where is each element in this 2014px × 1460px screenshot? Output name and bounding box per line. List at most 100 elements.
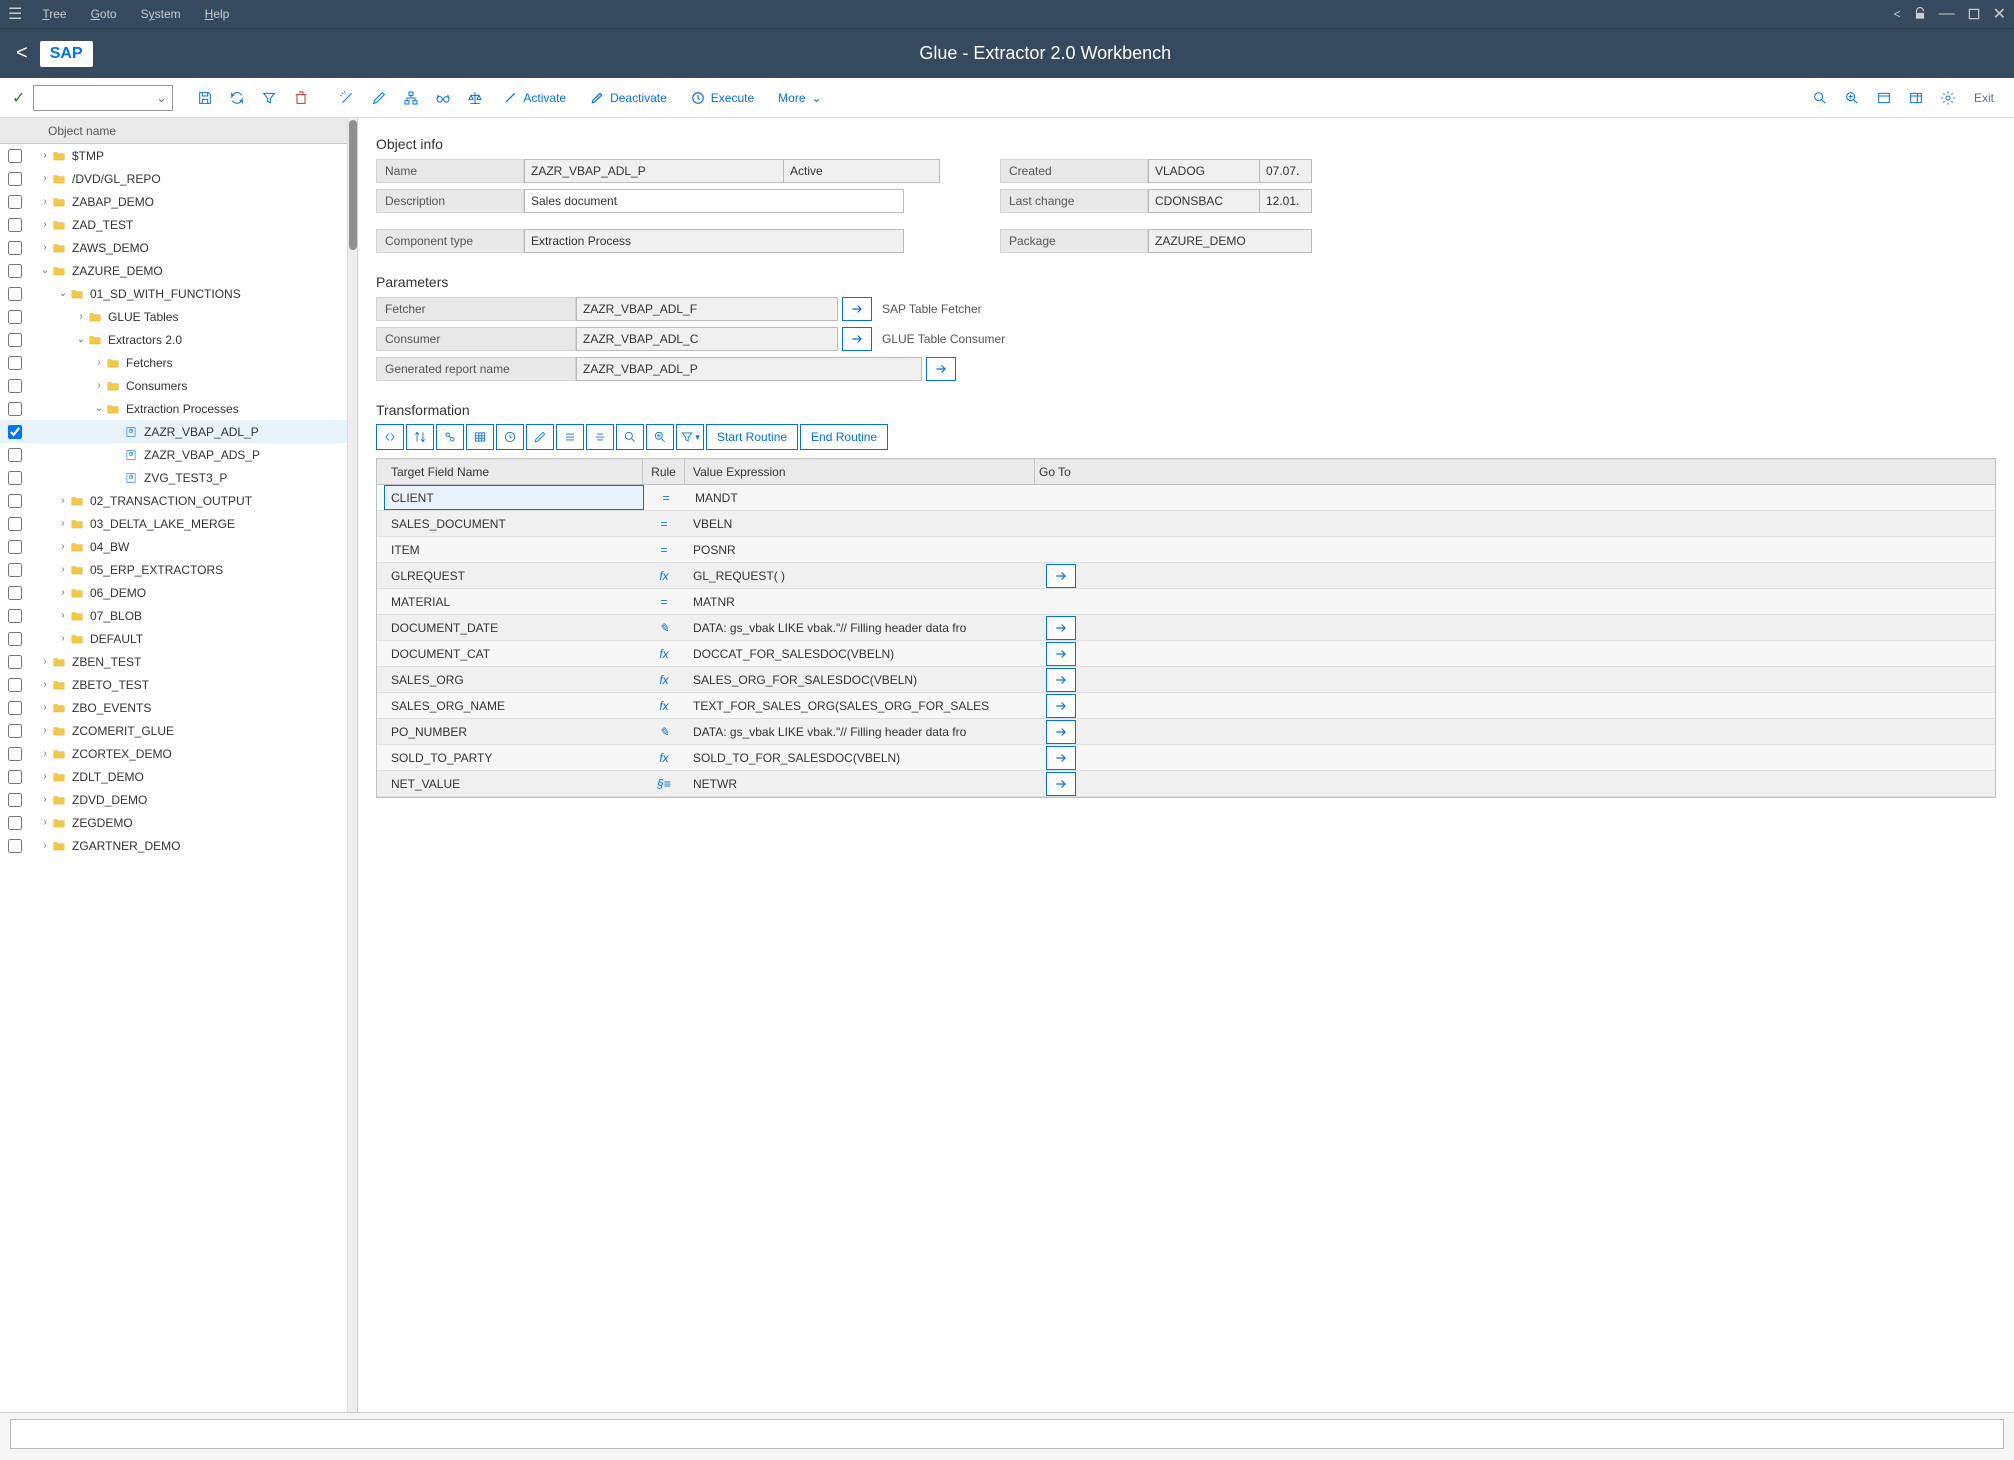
tree-checkbox[interactable] — [8, 448, 22, 462]
tree-folder[interactable]: ⌄ 01_SD_WITH_FUNCTIONS — [0, 282, 347, 305]
tree-folder[interactable]: › ZEGDEMO — [0, 811, 347, 834]
start-routine-button[interactable]: Start Routine — [706, 424, 798, 450]
tree-toggle-icon[interactable]: › — [56, 587, 70, 598]
tree-item[interactable]: ZAZR_VBAP_ADL_P — [0, 420, 347, 443]
trans-sort-icon[interactable] — [406, 424, 434, 450]
tree-toggle-icon[interactable]: › — [74, 311, 88, 322]
trans-search-icon[interactable] — [616, 424, 644, 450]
tree-checkbox[interactable] — [8, 379, 22, 393]
goto-button[interactable] — [1046, 642, 1076, 666]
trans-centerlines-icon[interactable] — [586, 424, 614, 450]
tree-toggle-icon[interactable]: › — [92, 380, 106, 391]
goto-button[interactable] — [1046, 668, 1076, 692]
search-icon[interactable] — [1806, 84, 1834, 112]
trans-row[interactable]: GLREQUEST fx GL_REQUEST( ) — [377, 563, 1995, 589]
deactivate-button[interactable]: Deactivate — [580, 84, 677, 112]
tree-checkbox[interactable] — [8, 609, 22, 623]
tree-folder[interactable]: › /DVD/GL_REPO — [0, 167, 347, 190]
tree-folder[interactable]: › 07_BLOB — [0, 604, 347, 627]
tree-item[interactable]: ZVG_TEST3_P — [0, 466, 347, 489]
cell-rule[interactable]: fx — [643, 699, 685, 713]
cell-target[interactable]: DOCUMENT_CAT — [383, 641, 643, 666]
cell-rule[interactable]: = — [643, 517, 685, 531]
menu-goto[interactable]: Goto — [79, 7, 129, 21]
minimize-icon[interactable]: — — [1939, 5, 1955, 23]
col-rule[interactable]: Rule — [643, 459, 685, 484]
cell-target[interactable]: SALES_DOCUMENT — [383, 511, 643, 536]
tree-folder[interactable]: › 02_TRANSACTION_OUTPUT — [0, 489, 347, 512]
tree-checkbox[interactable] — [8, 402, 22, 416]
window-icon[interactable] — [1870, 84, 1898, 112]
trans-row[interactable]: SOLD_TO_PARTY fx SOLD_TO_FOR_SALESDOC(VB… — [377, 745, 1995, 771]
tree-folder[interactable]: ⌄ ZAZURE_DEMO — [0, 259, 347, 282]
tree-folder[interactable]: › Fetchers — [0, 351, 347, 374]
cell-target[interactable]: CLIENT — [384, 485, 644, 510]
hierarchy-icon[interactable] — [397, 84, 425, 112]
tree-checkbox[interactable] — [8, 839, 22, 853]
tree-toggle-icon[interactable]: › — [56, 564, 70, 575]
tree-toggle-icon[interactable]: ⌄ — [38, 265, 52, 276]
check-icon[interactable]: ✓ — [12, 88, 25, 108]
tree-toggle-icon[interactable]: › — [38, 196, 52, 207]
tree-folder[interactable]: › ZDLT_DEMO — [0, 765, 347, 788]
maximize-icon[interactable] — [1967, 7, 1981, 21]
trans-clock-icon[interactable] — [496, 424, 524, 450]
cell-rule[interactable]: fx — [643, 647, 685, 661]
tree-toggle-icon[interactable]: › — [38, 748, 52, 759]
tree-checkbox[interactable] — [8, 678, 22, 692]
tree-folder[interactable]: › ZBO_EVENTS — [0, 696, 347, 719]
cell-rule[interactable]: ✎ — [643, 621, 685, 635]
close-icon[interactable]: ✕ — [1993, 4, 2006, 24]
tree-checkbox[interactable] — [8, 471, 22, 485]
cell-rule[interactable]: = — [643, 595, 685, 609]
trans-row[interactable]: DOCUMENT_DATE ✎ DATA: gs_vbak LIKE vbak.… — [377, 615, 1995, 641]
tree-checkbox[interactable] — [8, 149, 22, 163]
tree-folder[interactable]: ⌄ Extraction Processes — [0, 397, 347, 420]
tree-folder[interactable]: › 03_DELTA_LAKE_MERGE — [0, 512, 347, 535]
search-plus-icon[interactable] — [1838, 84, 1866, 112]
cell-rule[interactable]: = — [643, 543, 685, 557]
trans-table-icon[interactable] — [466, 424, 494, 450]
report-nav-button[interactable] — [926, 357, 956, 381]
trans-row[interactable]: MATERIAL = MATNR — [377, 589, 1995, 615]
tree-toggle-icon[interactable]: › — [56, 610, 70, 621]
cell-target[interactable]: MATERIAL — [383, 589, 643, 614]
trans-row[interactable]: DOCUMENT_CAT fx DOCCAT_FOR_SALESDOC(VBEL… — [377, 641, 1995, 667]
consumer-nav-button[interactable] — [842, 327, 872, 351]
tree-toggle-icon[interactable]: › — [56, 633, 70, 644]
tree-checkbox[interactable] — [8, 586, 22, 600]
exit-button[interactable]: Exit — [1966, 91, 2002, 105]
tree-toggle-icon[interactable]: › — [38, 702, 52, 713]
tree-checkbox[interactable] — [8, 172, 22, 186]
tree-checkbox[interactable] — [8, 425, 22, 439]
hamburger-icon[interactable]: ☰ — [8, 4, 22, 24]
refresh-icon[interactable] — [223, 84, 251, 112]
col-value[interactable]: Value Expression — [685, 459, 1035, 484]
tree-checkbox[interactable] — [8, 218, 22, 232]
trans-row[interactable]: SALES_ORG fx SALES_ORG_FOR_SALESDOC(VBEL… — [377, 667, 1995, 693]
tree-toggle-icon[interactable]: › — [38, 679, 52, 690]
tree-folder[interactable]: › 05_ERP_EXTRACTORS — [0, 558, 347, 581]
tree-checkbox[interactable] — [8, 724, 22, 738]
end-routine-button[interactable]: End Routine — [800, 424, 888, 450]
tree-checkbox[interactable] — [8, 195, 22, 209]
tree-toggle-icon[interactable]: › — [56, 518, 70, 529]
trans-filter-icon[interactable]: ▾ — [676, 424, 704, 450]
tree-checkbox[interactable] — [8, 356, 22, 370]
execute-button[interactable]: Execute — [681, 84, 764, 112]
filter-icon[interactable] — [255, 84, 283, 112]
trans-row[interactable]: SALES_DOCUMENT = VBELN — [377, 511, 1995, 537]
cell-value[interactable]: TEXT_FOR_SALES_ORG(SALES_ORG_FOR_SALES — [685, 699, 1035, 713]
tree-folder[interactable]: › ZAD_TEST — [0, 213, 347, 236]
cell-value[interactable]: DATA: gs_vbak LIKE vbak."// Filling head… — [685, 725, 1035, 739]
tree-folder[interactable]: › 06_DEMO — [0, 581, 347, 604]
cell-target[interactable]: DOCUMENT_DATE — [383, 615, 643, 640]
trans-row[interactable]: ITEM = POSNR — [377, 537, 1995, 563]
cell-value[interactable]: SOLD_TO_FOR_SALESDOC(VBELN) — [685, 751, 1035, 765]
fetcher-nav-button[interactable] — [842, 297, 872, 321]
window2-icon[interactable] — [1902, 84, 1930, 112]
tree-toggle-icon[interactable]: › — [38, 219, 52, 230]
tree-folder[interactable]: › ZGARTNER_DEMO — [0, 834, 347, 857]
trans-row[interactable]: PO_NUMBER ✎ DATA: gs_vbak LIKE vbak."// … — [377, 719, 1995, 745]
cell-target[interactable]: NET_VALUE — [383, 771, 643, 796]
